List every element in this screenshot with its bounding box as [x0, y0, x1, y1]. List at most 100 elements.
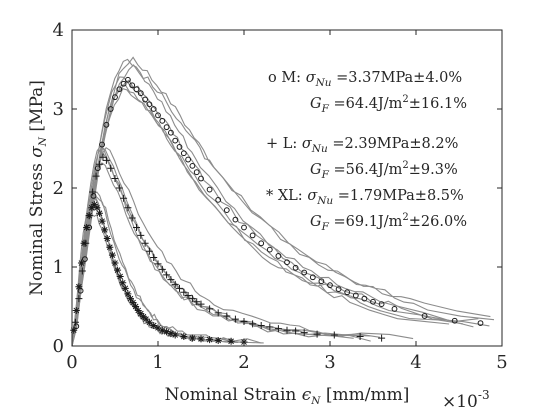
marker-xl [111, 259, 119, 267]
marker-m [335, 286, 342, 293]
marker-l [249, 320, 257, 328]
marker-l [137, 231, 145, 239]
marker-m [215, 196, 222, 203]
marker-xl [90, 201, 98, 209]
marker-m [352, 292, 359, 299]
marker-m [391, 305, 398, 312]
marker-m [146, 101, 153, 108]
replicate-curve-l [71, 146, 414, 347]
marker-m [198, 175, 204, 182]
marker-xl [98, 217, 106, 225]
marker-xl [88, 204, 96, 212]
x-tick-label: 5 [496, 352, 507, 373]
marker-m [172, 137, 179, 144]
marker-xl [134, 306, 142, 314]
marker-l [96, 160, 104, 168]
replicate-curve-m [71, 76, 450, 347]
marker-l [158, 265, 166, 273]
marker-l [71, 318, 79, 326]
marker-m [241, 224, 247, 231]
marker-m [318, 278, 325, 285]
marker-xl [167, 329, 175, 337]
marker-m [189, 162, 196, 169]
marker-xl [121, 284, 129, 292]
y-tick-label: 3 [53, 99, 64, 120]
marker-m [193, 169, 200, 176]
y-axis-ticks: 0 1 2 3 4 [53, 20, 502, 357]
marker-xl [116, 272, 124, 280]
marker-m [361, 295, 368, 302]
x-tick-label: 1 [152, 352, 163, 373]
marker-l [150, 254, 158, 262]
replicate-curve-m [71, 56, 491, 347]
y-tick-label: 2 [53, 178, 64, 199]
marker-l [124, 204, 132, 212]
marker-xl [124, 290, 132, 298]
x-axis-label: Nominal Strain ϵN [mm/mm] [165, 385, 410, 407]
marker-m [327, 282, 333, 289]
marker-l [171, 280, 179, 288]
x-tick-label: 4 [410, 352, 421, 373]
marker-xl [137, 310, 145, 318]
marker-xl [132, 303, 140, 310]
marker-l [266, 323, 274, 331]
y-tick-label: 1 [53, 257, 64, 278]
marker-xl [227, 337, 235, 345]
marker-l [89, 188, 97, 196]
marker-m [168, 129, 174, 136]
marker-l [231, 315, 239, 323]
marker-xl [96, 209, 104, 217]
marker-m [120, 80, 127, 87]
marker-m [112, 94, 118, 101]
marker-m [275, 253, 282, 259]
marker-xl [206, 336, 214, 344]
marker-m [309, 274, 316, 281]
marker-m [94, 165, 101, 172]
marker-xl [108, 251, 116, 259]
marker-l [102, 156, 110, 164]
marker-l [206, 305, 214, 313]
marker-xl [154, 324, 162, 332]
marker-m [159, 117, 166, 124]
marker-l [128, 214, 136, 222]
marker-xl [80, 239, 88, 247]
marker-xl [145, 318, 153, 326]
marker-l [356, 333, 364, 341]
annotation-l-sigma: + L: σNu =2.39MPa±8.2% [266, 136, 458, 155]
marker-l [240, 318, 248, 326]
annotation-m-sigma: o M: σNu =3.37MPa±4.0% [268, 70, 462, 89]
marker-l [99, 153, 107, 161]
marker-xl [70, 326, 78, 334]
marker-xl [188, 334, 196, 342]
x-tick-label: 3 [324, 352, 335, 373]
marker-l [330, 331, 338, 339]
annotation-xl: * XL: σNu =1.79MPa±8.5% GF =69.1J/m2±26.… [266, 188, 467, 233]
marker-xl [214, 336, 222, 344]
marker-l [107, 164, 115, 172]
marker-m [155, 112, 161, 119]
marker-xl [106, 243, 114, 251]
marker-m [99, 141, 105, 148]
marker-xl [197, 335, 205, 343]
marker-m [301, 269, 308, 276]
x-tick-label: 2 [238, 352, 249, 373]
marker-xl [85, 212, 93, 220]
plot-background [72, 30, 502, 346]
marker-m [107, 106, 114, 112]
marker-l [167, 276, 175, 284]
annotation-xl-gf: GF =69.1J/m2±26.0% [310, 212, 467, 233]
marker-m [163, 124, 170, 131]
marker-xl [163, 328, 171, 336]
marker-xl [142, 315, 150, 323]
marker-l [378, 334, 386, 342]
marker-m [129, 82, 136, 89]
marker-m [116, 86, 123, 93]
replicate-curve-xl [71, 192, 233, 347]
marker-m [142, 96, 149, 103]
y-axis-label: Nominal Stress σN [MPa] [27, 80, 49, 296]
marker-m [223, 207, 230, 214]
annotation-m: o M: σNu =3.37MPa±4.0% GF =64.4J/m2±16.1… [268, 70, 467, 115]
annotation-xl-sigma: * XL: σNu =1.79MPa±8.5% [266, 188, 464, 207]
annotation-l: + L: σNu =2.39MPa±8.2% GF =56.4J/m2±9.3% [266, 136, 458, 181]
x-axis-multiplier: ×10-3 [442, 388, 490, 412]
